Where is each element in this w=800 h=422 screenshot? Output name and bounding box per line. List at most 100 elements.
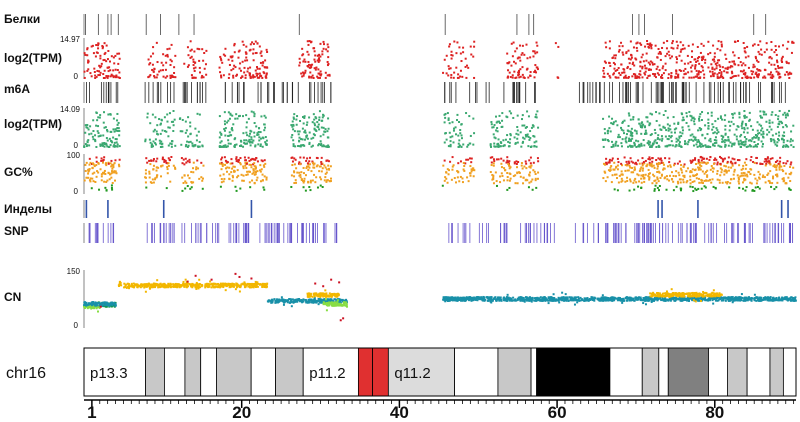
data-point <box>221 156 224 159</box>
data-point <box>201 48 204 51</box>
data-point <box>467 143 470 146</box>
data-point <box>84 163 87 166</box>
data-point <box>528 165 531 168</box>
data-point <box>718 145 721 148</box>
data-point <box>705 162 708 165</box>
data-point <box>741 76 744 79</box>
data-point <box>88 169 91 172</box>
track-label-snp: SNP <box>4 224 29 238</box>
cn-point <box>211 285 214 288</box>
data-point <box>637 76 640 79</box>
data-point <box>449 145 452 148</box>
data-point <box>521 44 524 47</box>
cn-point <box>143 283 146 286</box>
data-point <box>718 59 721 62</box>
data-point <box>649 60 652 63</box>
data-point <box>617 161 620 164</box>
data-point <box>105 189 108 192</box>
data-point <box>462 51 465 54</box>
data-point <box>144 169 147 172</box>
data-point <box>791 40 794 43</box>
data-point <box>757 43 760 46</box>
data-point <box>224 167 227 170</box>
data-point <box>497 145 500 148</box>
data-point <box>633 129 636 132</box>
data-point <box>717 117 720 120</box>
data-point <box>258 76 261 79</box>
data-point <box>673 122 676 125</box>
cn-point <box>195 287 198 290</box>
data-point <box>246 170 249 173</box>
data-point <box>166 53 169 56</box>
data-point <box>457 73 460 76</box>
data-point <box>742 164 745 167</box>
data-point <box>301 71 304 74</box>
data-point <box>604 41 607 44</box>
data-point <box>742 174 745 177</box>
data-point <box>790 161 793 164</box>
data-point <box>689 182 692 185</box>
data-point <box>466 145 469 148</box>
data-point <box>522 136 525 139</box>
data-point <box>118 129 121 132</box>
data-point <box>260 159 263 162</box>
data-point <box>192 67 195 70</box>
cn-point <box>233 283 236 286</box>
data-point <box>720 134 723 137</box>
data-point <box>105 75 108 78</box>
data-point <box>308 75 311 78</box>
data-point <box>673 131 676 134</box>
data-point <box>115 129 118 132</box>
data-point <box>688 139 691 142</box>
data-point <box>456 41 459 44</box>
data-point <box>311 144 314 147</box>
cn-point <box>283 299 286 302</box>
data-point <box>463 164 466 167</box>
data-point <box>525 134 528 137</box>
data-point <box>700 65 703 68</box>
data-point <box>113 75 116 78</box>
data-point <box>242 167 245 170</box>
data-point <box>711 128 714 131</box>
cn-point <box>200 283 203 286</box>
cn-point <box>296 300 299 303</box>
data-point <box>670 74 673 77</box>
data-point <box>319 176 322 179</box>
data-point <box>253 115 256 118</box>
data-point <box>646 120 649 123</box>
data-point <box>707 127 710 130</box>
data-point <box>670 76 673 79</box>
cn-point <box>263 282 266 285</box>
data-point <box>228 177 231 180</box>
data-point <box>638 122 641 125</box>
data-point <box>306 40 309 43</box>
data-point <box>662 163 665 166</box>
data-point <box>770 140 773 143</box>
data-point <box>165 187 168 190</box>
data-point <box>490 161 493 164</box>
data-point <box>727 156 730 159</box>
data-point <box>679 181 682 184</box>
data-point <box>309 41 312 44</box>
data-point <box>462 143 465 146</box>
data-point <box>630 133 633 136</box>
data-point <box>457 162 460 165</box>
data-point <box>521 114 524 117</box>
data-point <box>640 122 643 125</box>
data-point <box>727 136 730 139</box>
data-point <box>317 123 320 126</box>
data-point <box>102 172 105 175</box>
data-point <box>449 136 452 139</box>
data-point <box>452 76 455 79</box>
data-point <box>697 166 700 169</box>
cn-point <box>138 285 141 288</box>
data-point <box>299 156 302 159</box>
data-point <box>319 140 322 143</box>
data-point <box>611 140 614 143</box>
data-point <box>685 181 688 184</box>
cn-point <box>264 284 267 287</box>
data-point <box>528 181 531 184</box>
cn-point <box>210 282 213 285</box>
data-point <box>639 70 642 73</box>
data-point <box>712 167 715 170</box>
